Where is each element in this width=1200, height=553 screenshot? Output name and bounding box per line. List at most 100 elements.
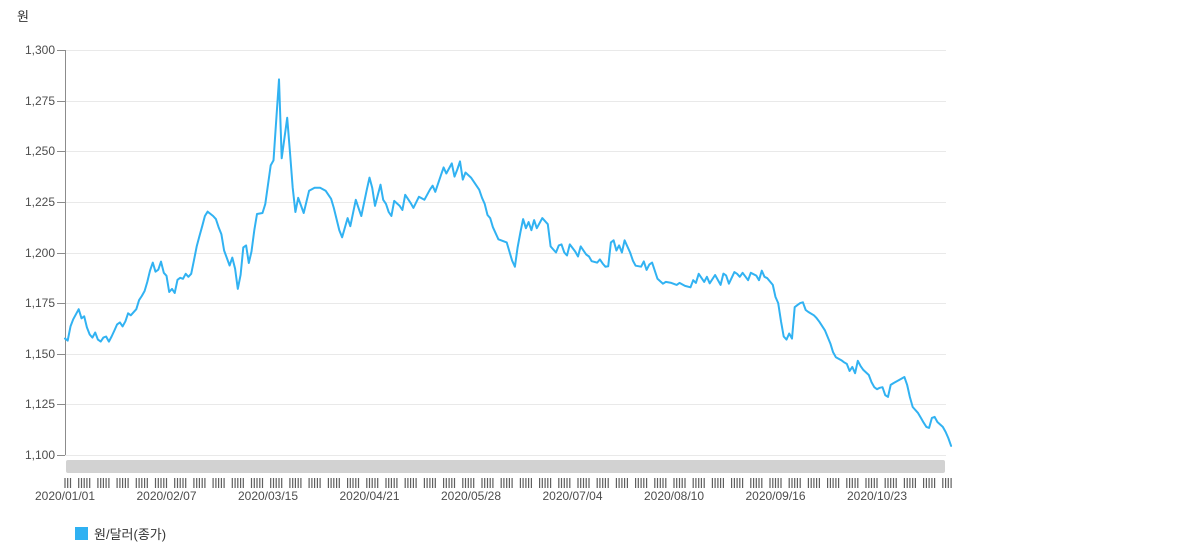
date-tick [646,478,648,488]
date-tick [100,478,102,488]
date-tick [621,478,623,488]
date-tick [508,478,510,488]
date-tick [934,478,936,488]
date-tick [895,478,897,488]
date-tick [654,478,656,488]
date-tick [544,478,546,488]
y-axis-unit-label: 원 [17,9,29,24]
date-tick [390,478,392,488]
date-tick [215,478,217,488]
date-tick [733,478,735,488]
date-tick [270,478,272,488]
date-tick [231,478,233,488]
date-tick [678,478,681,488]
date-tick [396,478,398,488]
date-tick [799,478,801,488]
date-tick [884,478,886,488]
date-tick [528,478,530,488]
date-tick [64,478,66,488]
date-tick [146,478,148,488]
date-tick [294,478,296,488]
date-tick [703,478,705,488]
x-axis-tick-label: 2020/10/23 [846,489,908,503]
x-axis-tick-label: 2020/04/21 [339,489,400,503]
date-tick [550,478,552,488]
legend[interactable]: 원/달러(종가) [75,524,166,543]
date-tick [873,478,875,488]
date-tick [659,478,661,488]
series-line[interactable] [64,78,953,447]
date-tick [772,478,774,488]
date-tick [607,478,609,488]
date-tick [242,478,244,488]
date-tick [602,478,604,488]
date-tick [807,478,809,488]
date-tick [223,478,225,488]
date-tick [816,478,818,488]
date-tick [599,478,601,488]
date-tick [827,478,829,488]
date-tick [950,478,952,488]
date-tick [788,478,790,488]
date-tick [377,478,379,488]
date-tick [635,478,637,488]
date-tick [854,478,856,488]
date-tick [739,478,741,488]
date-tick [692,478,694,488]
date-tick [585,478,587,488]
date-tick [711,478,713,488]
date-tick [275,478,277,488]
date-tick [684,478,686,488]
date-tick [333,478,335,488]
date-tick [720,478,722,488]
date-tick [278,478,280,488]
date-tick [67,478,69,488]
y-axis-tick-label: 1,175 [24,295,55,310]
date-tick [851,478,853,488]
date-tick [912,478,914,488]
date-tick [138,478,140,488]
date-tick [176,478,179,488]
date-tick [791,478,793,488]
date-tick [415,478,417,488]
date-tick [700,478,702,488]
date-tick [580,478,582,488]
navigator-scrollbar[interactable] [66,460,945,473]
date-tick [86,478,88,488]
date-tick [327,478,329,488]
date-tick [618,478,620,488]
date-tick [124,478,126,488]
date-tick [539,478,541,488]
date-tick [489,478,491,488]
date-tick [78,478,80,488]
date-tick [272,478,275,488]
date-tick [234,478,236,488]
date-tick [218,478,220,488]
date-tick [525,478,527,488]
date-tick [942,478,944,488]
date-tick [865,478,867,488]
date-tick [429,478,431,488]
date-tick [374,478,376,488]
date-tick [890,478,892,488]
date-tick [453,478,456,488]
date-tick [947,478,949,488]
date-tick [813,478,815,488]
date-tick [410,478,412,488]
date-tick [473,478,475,488]
date-tick [289,478,291,488]
date-tick [558,478,560,488]
date-tick [426,478,428,488]
date-tick [464,478,467,488]
date-tick [838,478,840,488]
date-tick [163,478,165,488]
date-tick [261,478,264,488]
date-tick [443,478,445,488]
date-tick [212,478,214,488]
date-tick [412,478,414,488]
date-tick [903,478,905,488]
date-tick [108,478,110,488]
date-tick [736,478,738,488]
x-axis-tick-label: 2020/01/01 [34,489,96,503]
